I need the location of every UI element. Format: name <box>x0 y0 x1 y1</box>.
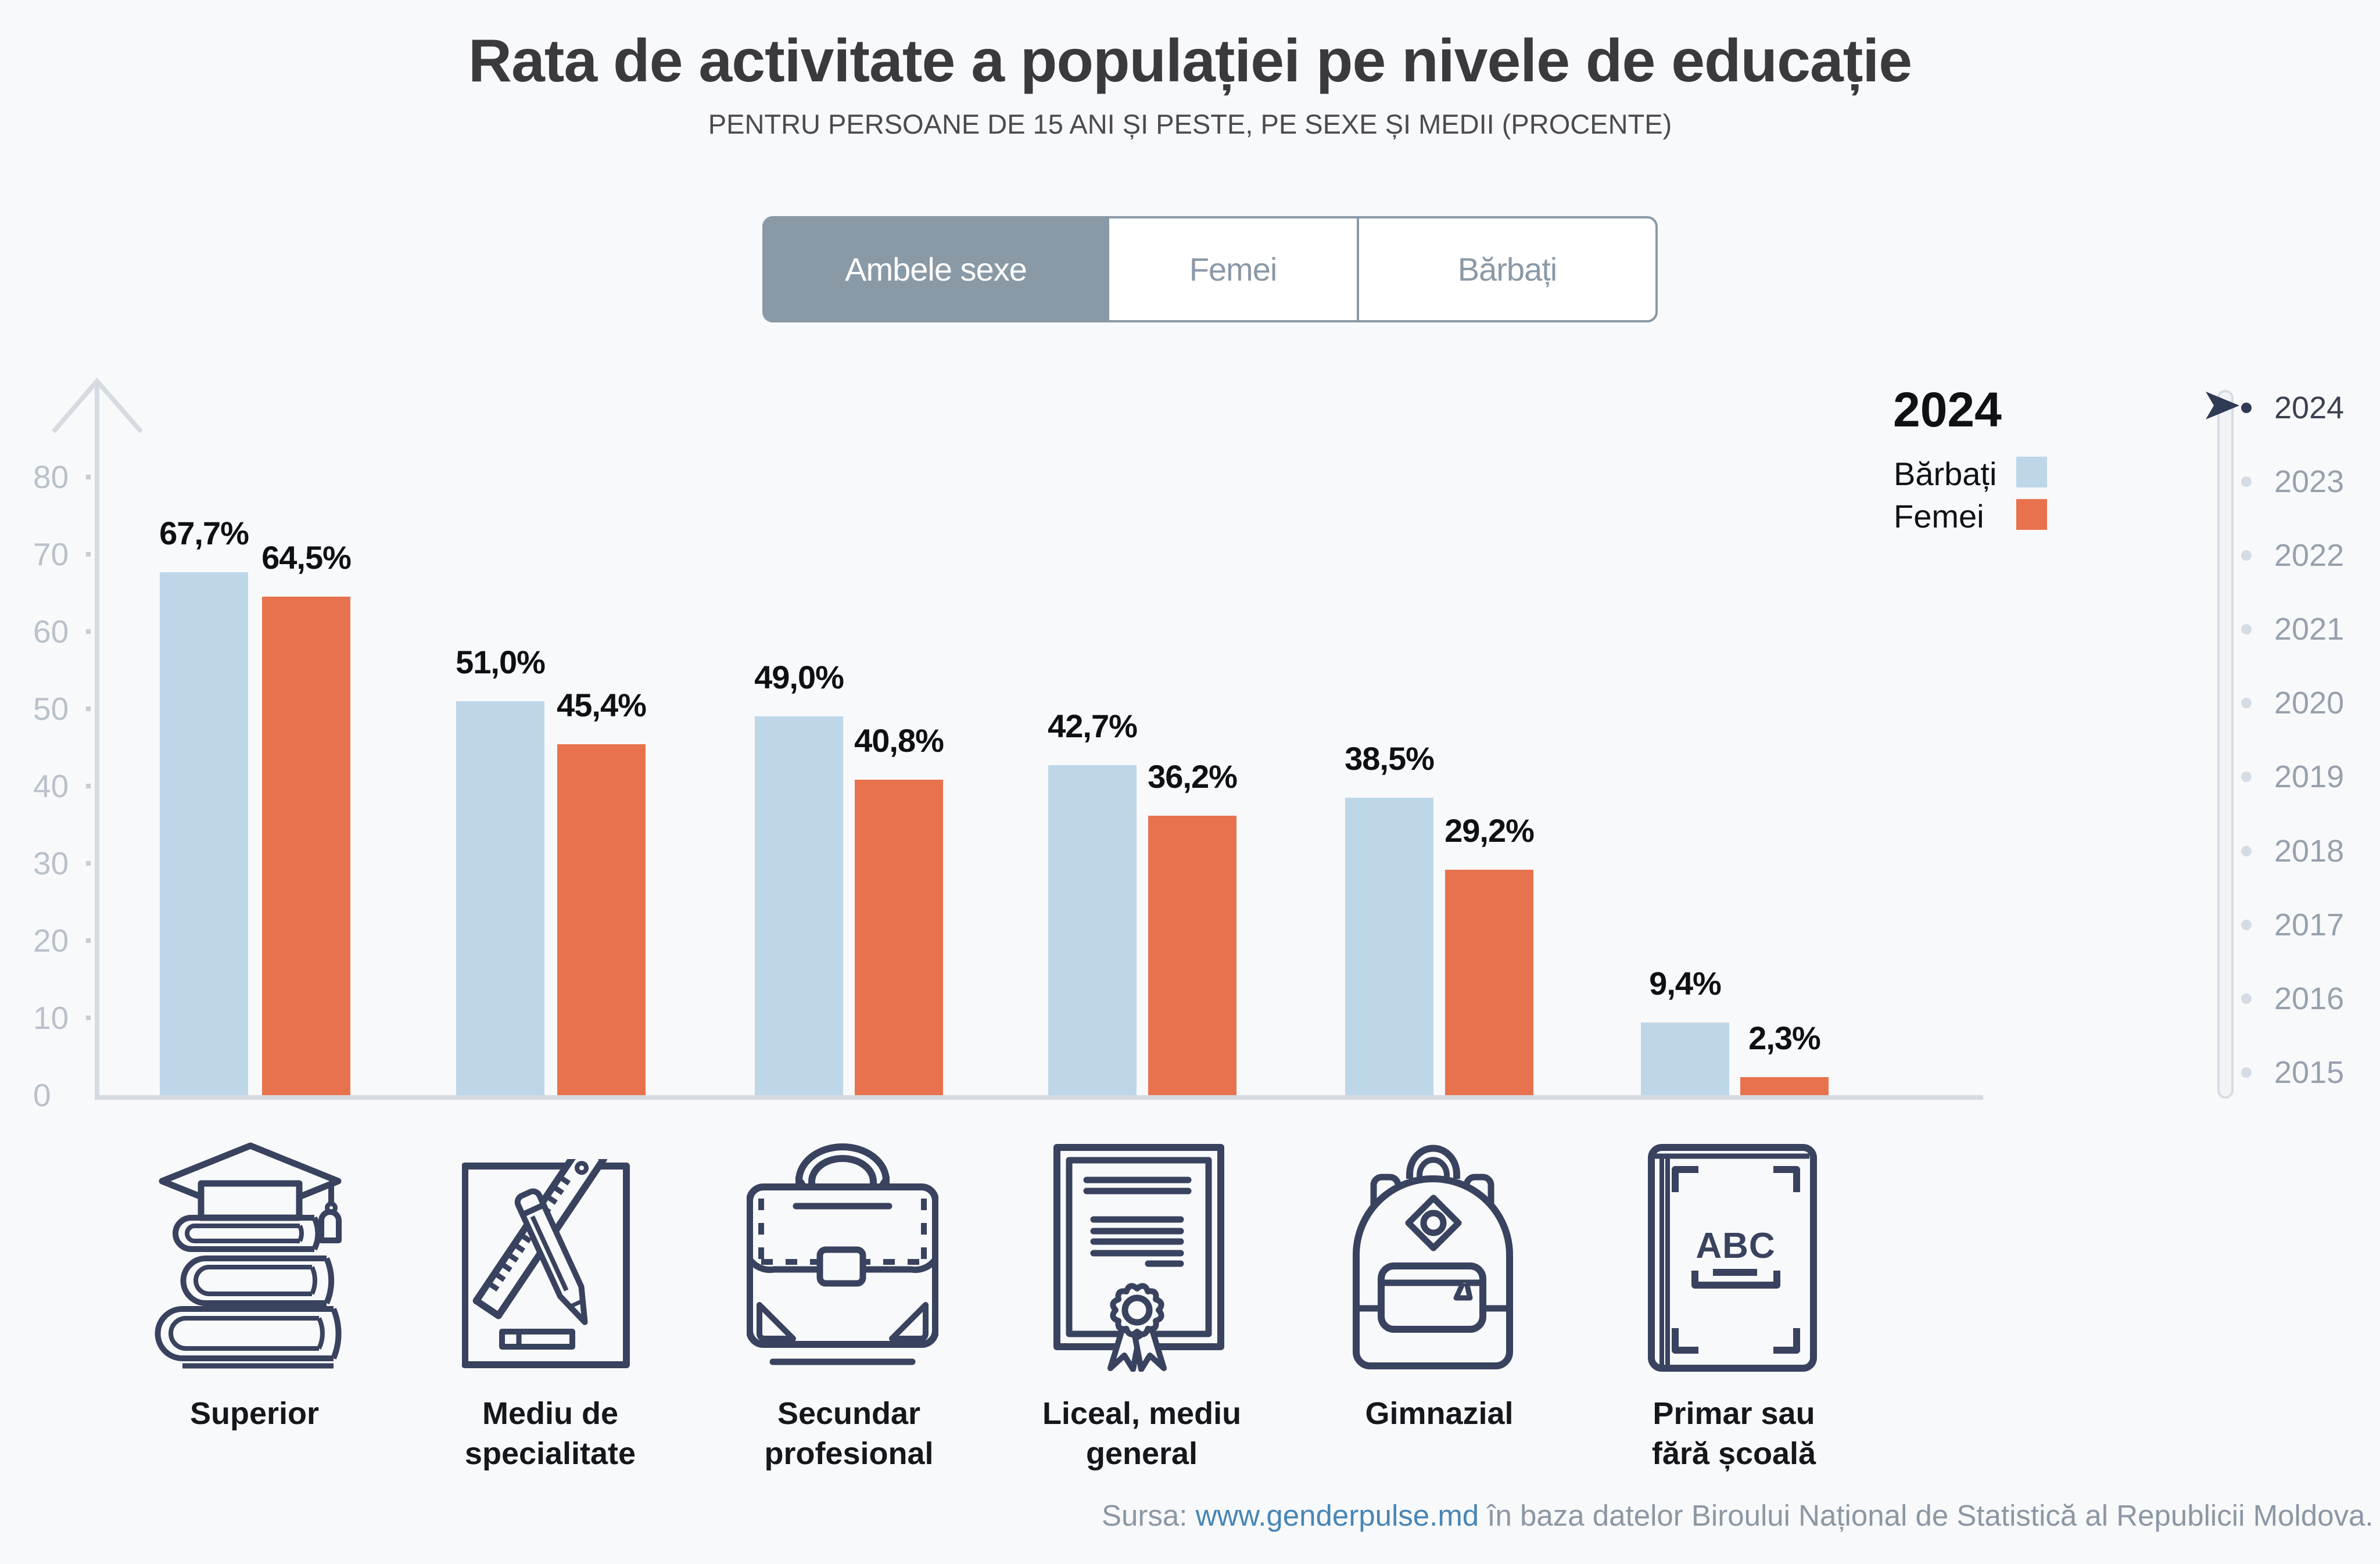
svg-text:ABC: ABC <box>1696 1226 1775 1266</box>
